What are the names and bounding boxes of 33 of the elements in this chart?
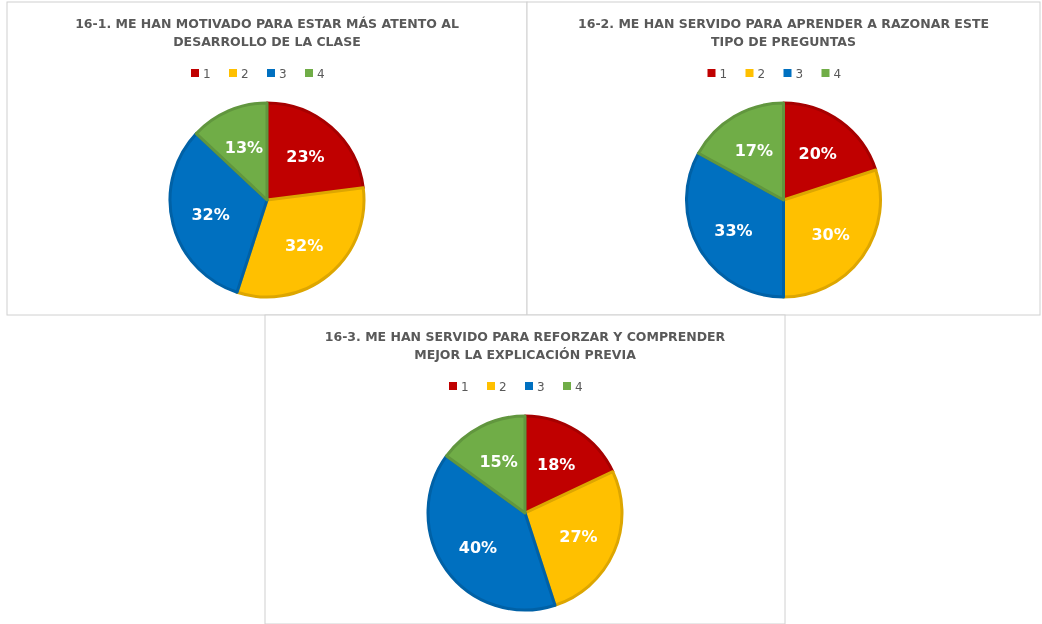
data-label: 23% bbox=[286, 147, 325, 167]
legend-label: 1 bbox=[461, 379, 469, 394]
legend-label: 1 bbox=[203, 66, 211, 81]
data-label: 32% bbox=[284, 235, 324, 255]
legend-label: 2 bbox=[499, 379, 507, 394]
data-label: 33% bbox=[714, 220, 753, 240]
pie-slice bbox=[697, 101, 785, 202]
legend-label: 3 bbox=[537, 379, 545, 394]
pie-slice bbox=[235, 186, 366, 299]
pie-slice bbox=[168, 132, 269, 294]
data-label: 32% bbox=[191, 205, 230, 225]
legend-label: 2 bbox=[757, 66, 766, 81]
data-label: 27% bbox=[559, 527, 598, 547]
data-label: 40% bbox=[458, 538, 498, 558]
data-label: 30% bbox=[811, 225, 850, 245]
data-label: 18% bbox=[537, 454, 576, 474]
data-label: 15% bbox=[479, 452, 518, 472]
legend-label: 1 bbox=[719, 66, 728, 81]
data-label: 17% bbox=[734, 140, 774, 160]
chart-title: 16-3. ME HAN SERVIDO PARA REFORZAR Y COMPRENDER MEJOR LA EXPLICACIÓN PREVIA bbox=[324, 329, 726, 362]
pie-slice bbox=[194, 101, 269, 202]
legend-label: 4 bbox=[575, 379, 583, 394]
pie-slice bbox=[445, 414, 527, 515]
legend-label: 2 bbox=[241, 66, 249, 81]
legend-label: 4 bbox=[833, 66, 842, 81]
chart-title: 16-2. ME HAN SERVIDO PARA APRENDER A RAZONAR ESTE TIPO DE PREGUNTAS bbox=[578, 16, 989, 49]
chart-title: 16-1. ME HAN MOTIVADO PARA ESTAR MÁS ATENTO AL DESARROLLO DE LA CLASE bbox=[75, 16, 459, 49]
legend-label: 3 bbox=[279, 66, 287, 81]
pie-slice bbox=[782, 168, 882, 299]
legend-label: 3 bbox=[795, 66, 804, 81]
data-label: 13% bbox=[224, 137, 264, 157]
data-label: 20% bbox=[798, 143, 837, 163]
legend-label: 4 bbox=[317, 66, 325, 81]
